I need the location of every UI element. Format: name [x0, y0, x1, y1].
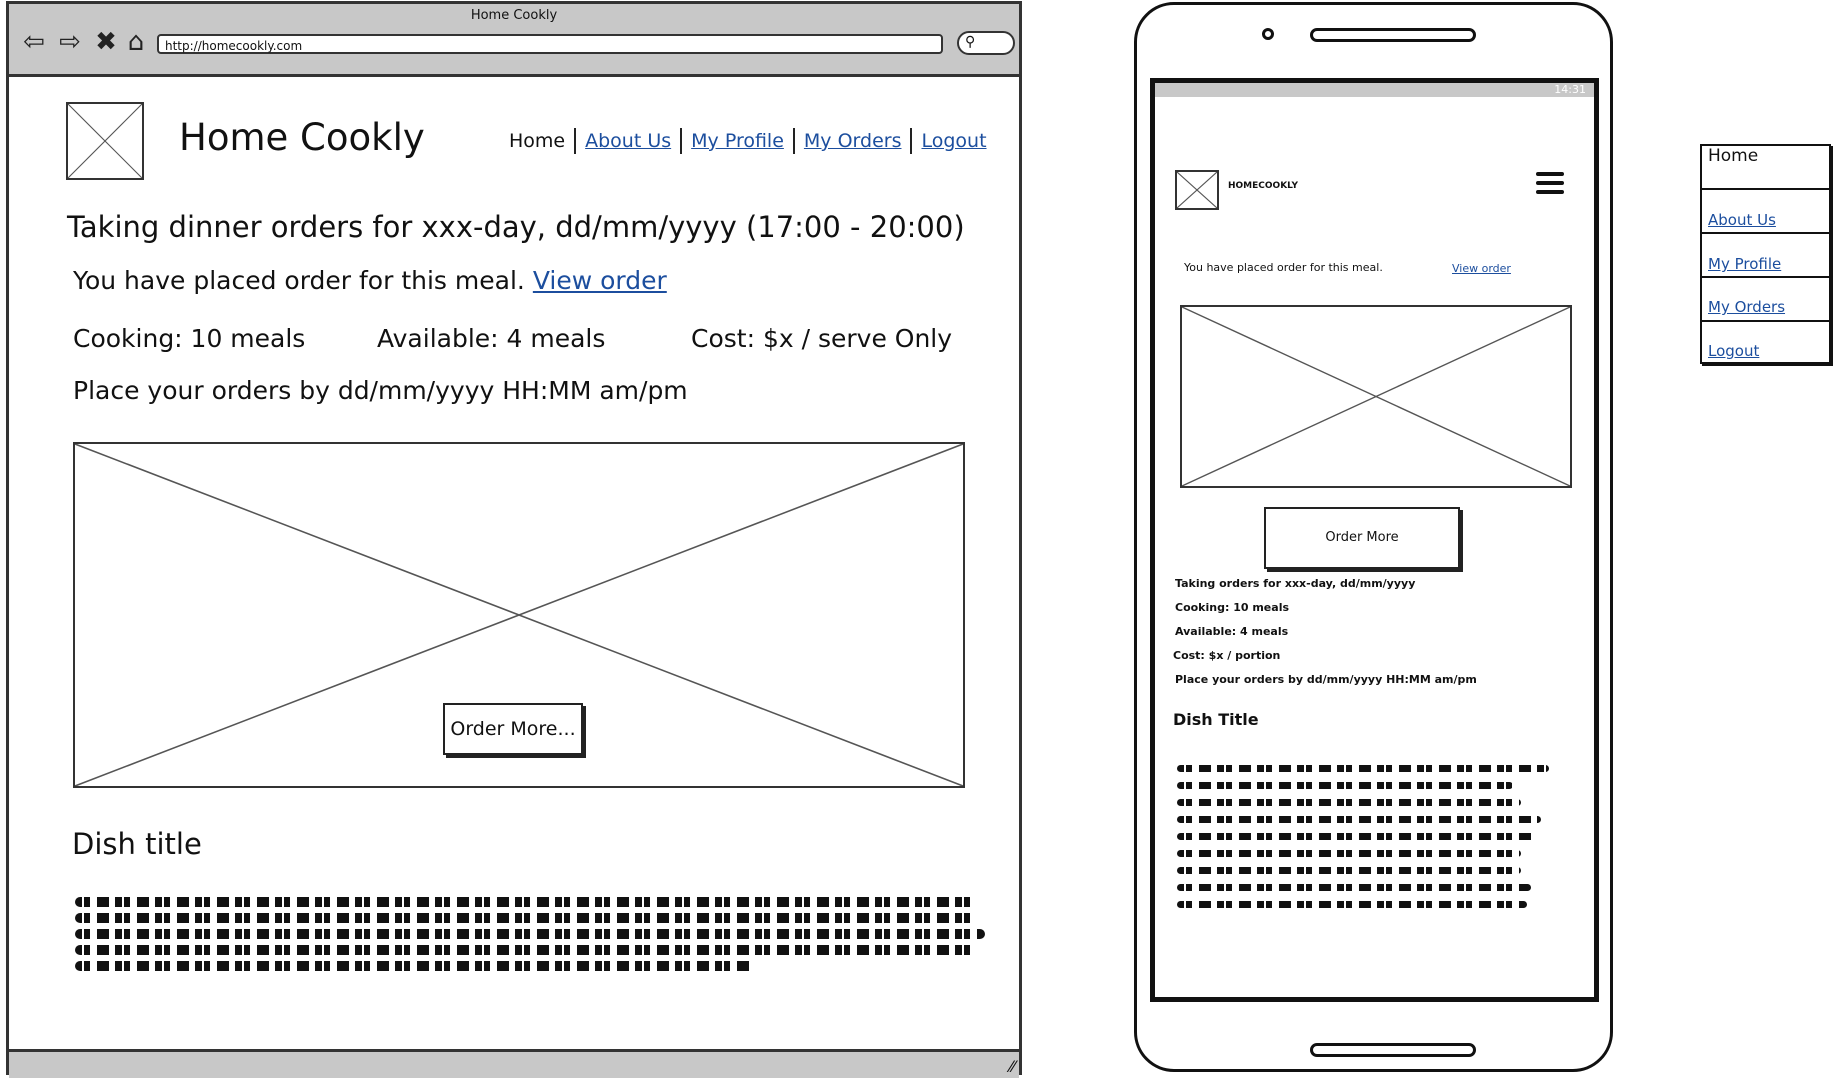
phone-status-bar: 14:31 [1155, 83, 1594, 97]
menu-link-about-us[interactable]: About Us [1708, 211, 1776, 229]
order-deadline: Place your orders by dd/mm/yyyy HH:MM am… [73, 376, 688, 405]
mobile-order-deadline: Place your orders by dd/mm/yyyy HH:MM am… [1175, 673, 1477, 686]
dish-title: Dish title [72, 827, 202, 861]
nav-home[interactable]: Home [509, 130, 566, 152]
main-nav: Home About Us My Profile My Orders Logou… [509, 128, 987, 154]
menu-item-my-profile[interactable]: My Profile [1702, 234, 1829, 278]
order-placed-text: You have placed order for this meal. [73, 266, 525, 295]
nav-my-profile[interactable]: My Profile [691, 130, 784, 152]
dropdown-menu: Home About Us My Profile My Orders Logou… [1700, 144, 1831, 364]
mobile-description-line [1177, 765, 1549, 772]
cost-per-serve: Cost: $x / serve Only [691, 324, 953, 353]
home-icon[interactable]: ⌂ [127, 27, 145, 57]
phone-home-button[interactable] [1310, 1043, 1476, 1057]
nav-divider [680, 128, 683, 154]
mobile-view-order-link[interactable]: View order [1452, 262, 1511, 275]
forward-arrow-icon[interactable]: ⇨ [59, 27, 81, 57]
mobile-description-line [1177, 782, 1513, 789]
nav-divider [792, 128, 795, 154]
menu-link-my-profile[interactable]: My Profile [1708, 255, 1782, 273]
browser-window: Home Cookly ⇦ ⇨ ✖ ⌂ http://homecookly.co… [6, 1, 1022, 1078]
phone-speaker [1310, 28, 1476, 42]
menu-item-my-orders[interactable]: My Orders [1702, 278, 1829, 322]
mobile-orders-heading: Taking orders for xxx-day, dd/mm/yyyy [1175, 577, 1416, 590]
browser-title: Home Cookly [470, 8, 558, 23]
back-arrow-icon[interactable]: ⇦ [23, 27, 45, 57]
site-title: Home Cookly [179, 116, 425, 159]
mobile-brand: HOMECOOKLY [1228, 181, 1299, 191]
description-line [75, 961, 755, 971]
mobile-cooking-count: Cooking: 10 meals [1175, 601, 1290, 614]
mobile-dish-title: Dish Title [1173, 710, 1259, 729]
mobile-description-line [1177, 867, 1521, 874]
mobile-description-line [1177, 901, 1527, 908]
url-input[interactable]: http://homecookly.com [157, 34, 943, 54]
mobile-description-line [1177, 799, 1521, 806]
nav-logout[interactable]: Logout [921, 130, 987, 152]
nav-divider [910, 128, 913, 154]
search-icon: ⚲ [965, 34, 976, 50]
mobile-cost: Cost: $x / portion [1173, 649, 1281, 662]
cooking-count: Cooking: 10 meals [73, 324, 306, 353]
order-placed-notice: You have placed order for this meal. View… [73, 266, 667, 295]
site-logo [66, 102, 144, 180]
mobile-description-line [1177, 816, 1541, 823]
available-count: Available: 4 meals [377, 324, 606, 353]
close-icon[interactable]: ✖ [95, 27, 117, 57]
description-line [75, 913, 975, 923]
menu-link-logout[interactable]: Logout [1708, 342, 1760, 360]
mobile-order-more-button[interactable]: Order More [1264, 507, 1460, 569]
hamburger-menu-icon[interactable] [1536, 172, 1564, 199]
mobile-logo [1175, 170, 1219, 210]
mobile-order-placed-text: You have placed order for this meal. [1184, 261, 1383, 274]
mobile-description-line [1177, 833, 1537, 840]
nav-my-orders[interactable]: My Orders [803, 130, 902, 152]
description-line [75, 929, 985, 939]
mobile-dish-image [1180, 305, 1572, 488]
browser-search-button[interactable]: ⚲ [957, 31, 1015, 55]
menu-item-home[interactable]: Home [1702, 146, 1829, 190]
browser-toolbar: Home Cookly ⇦ ⇨ ✖ ⌂ http://homecookly.co… [9, 4, 1019, 77]
order-more-button[interactable]: Order More... [443, 703, 583, 755]
orders-heading: Taking dinner orders for xxx-day, dd/mm/… [67, 210, 965, 244]
mobile-available-count: Available: 4 meals [1175, 625, 1289, 638]
phone-camera [1262, 28, 1274, 40]
mobile-description-line [1177, 850, 1521, 857]
menu-link-my-orders[interactable]: My Orders [1708, 298, 1786, 316]
menu-item-about-us[interactable]: About Us [1702, 190, 1829, 234]
description-line [75, 897, 975, 907]
view-order-link[interactable]: View order [532, 266, 667, 295]
browser-status-bar: ⁄⁄ [9, 1049, 1019, 1078]
menu-item-logout[interactable]: Logout [1702, 322, 1829, 362]
nav-about-us[interactable]: About Us [585, 130, 672, 152]
mobile-description-line [1177, 884, 1531, 891]
description-line [75, 945, 975, 955]
nav-divider [574, 128, 577, 154]
resize-grip-icon[interactable]: ⁄⁄ [1009, 1057, 1015, 1076]
